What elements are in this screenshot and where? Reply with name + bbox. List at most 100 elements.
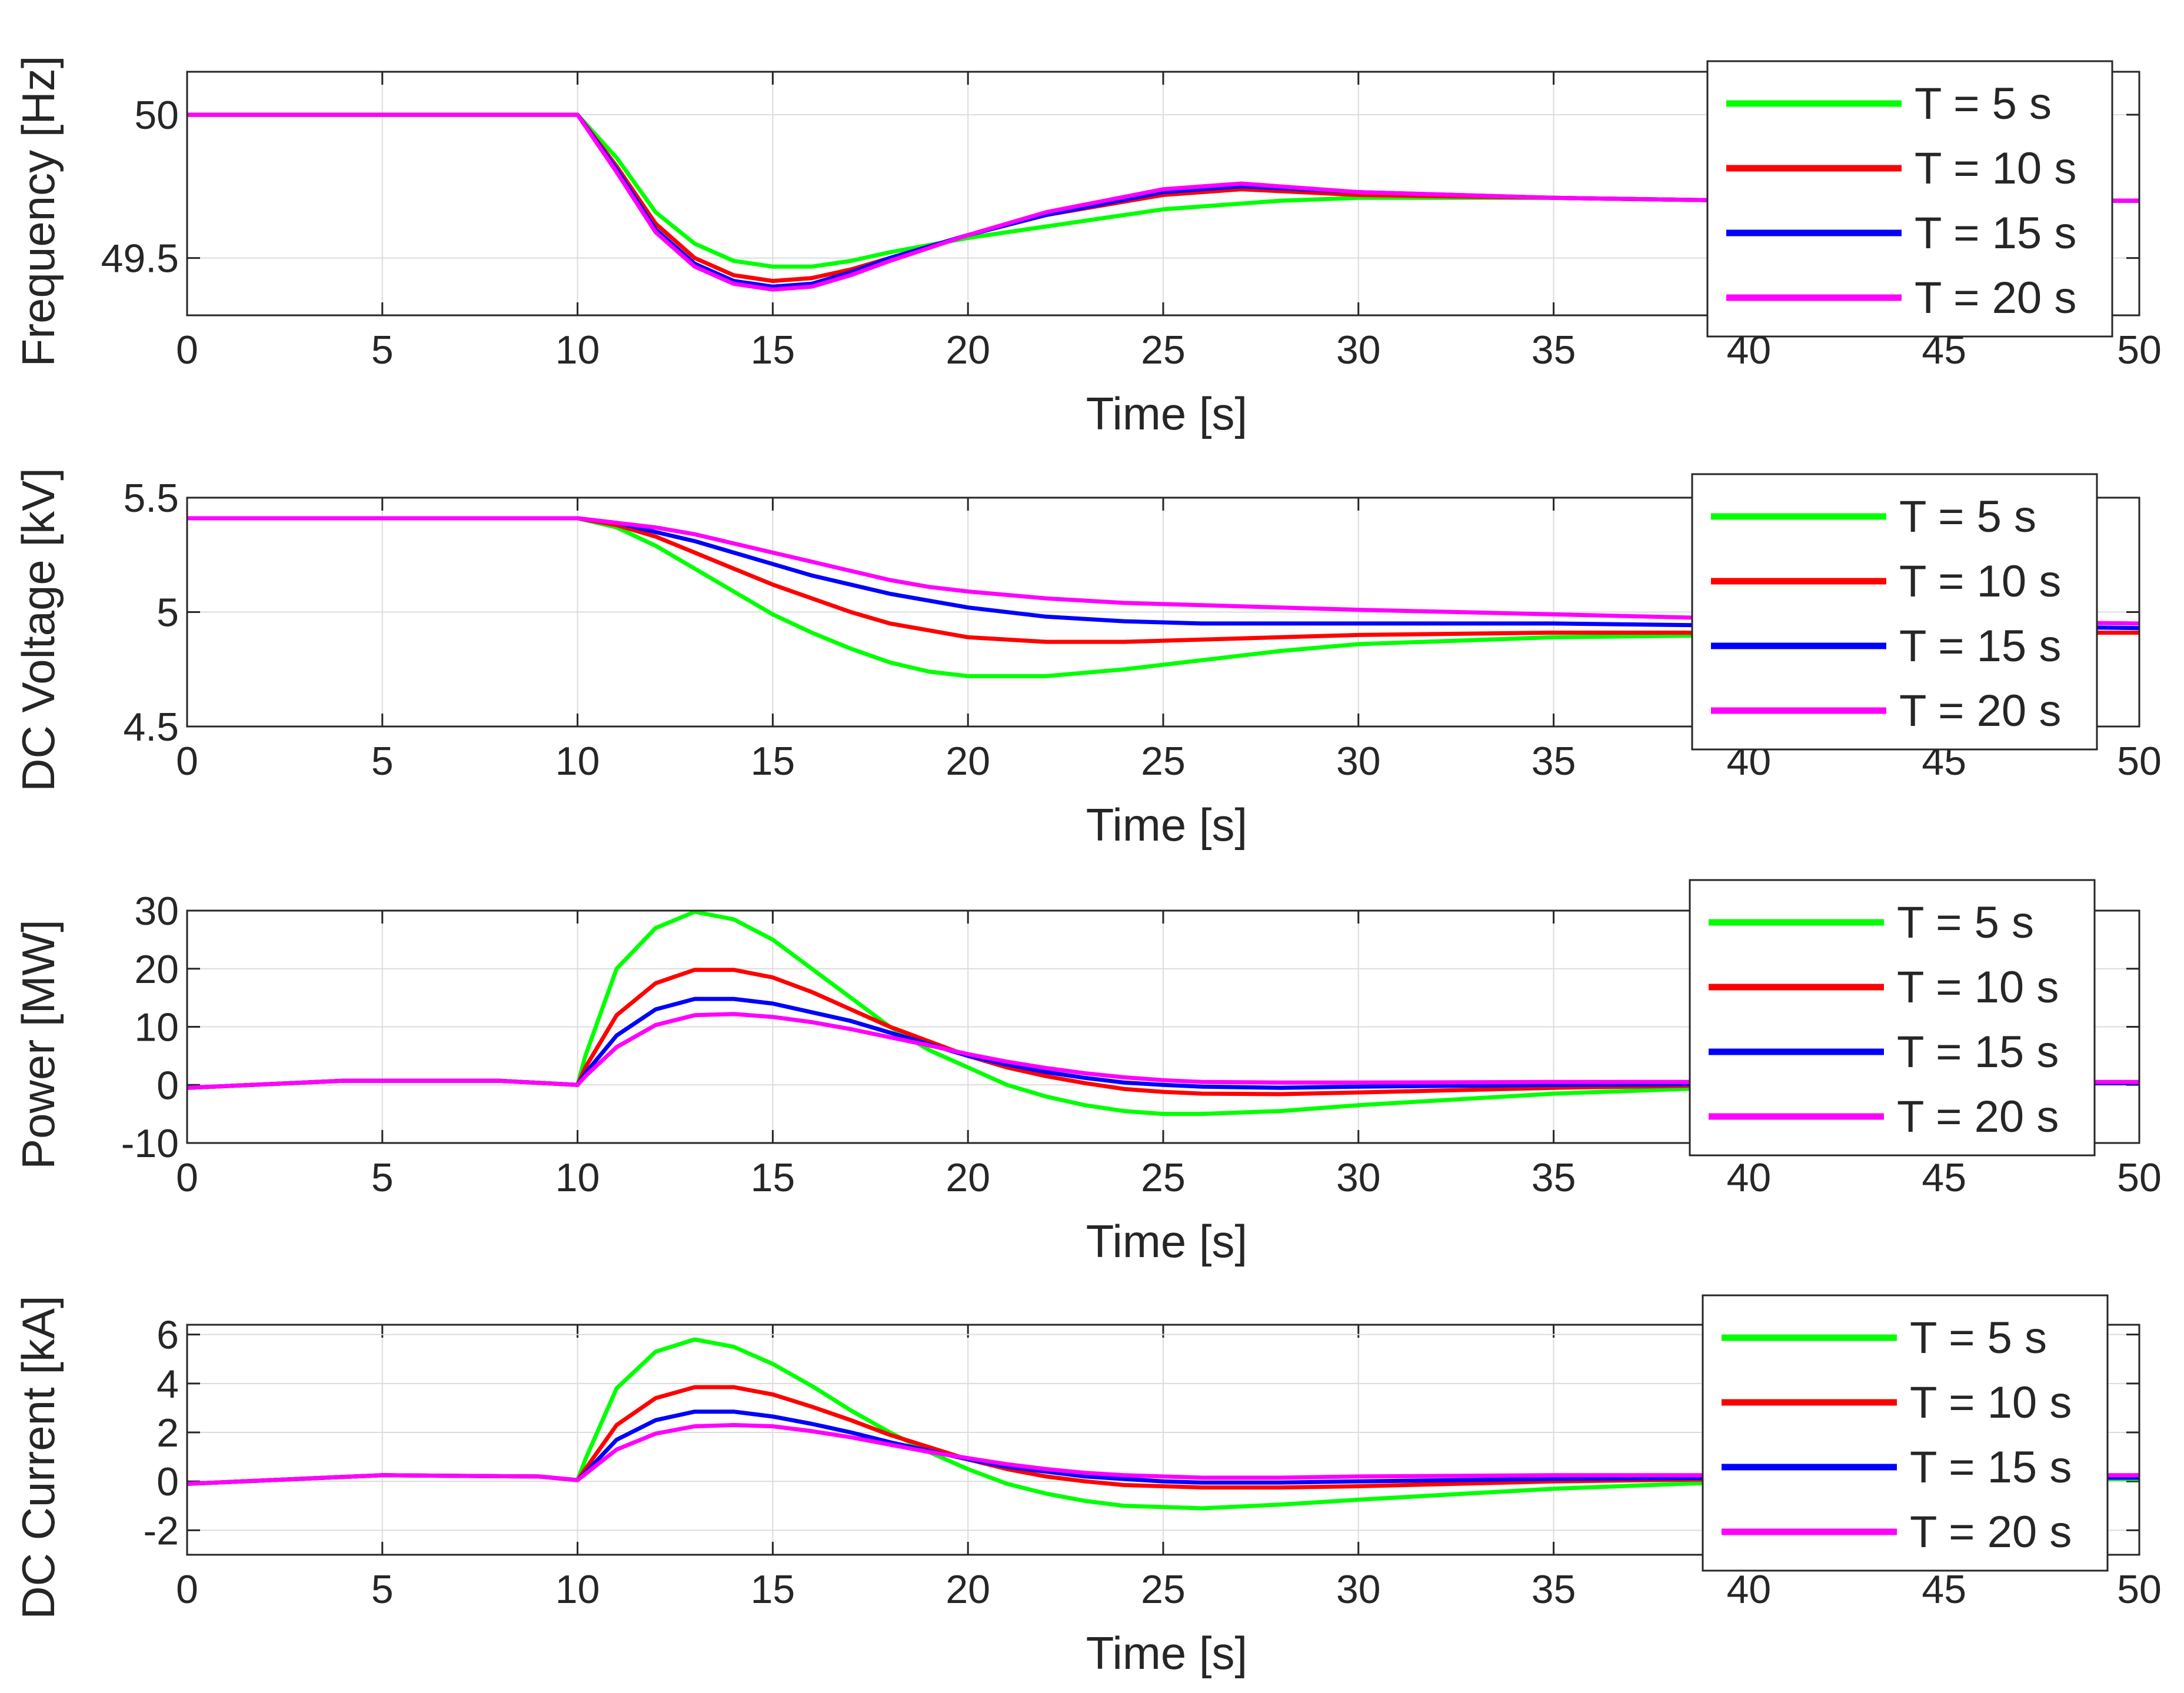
x-axis-label: Time [s]	[1086, 1627, 1247, 1679]
x-tick-label: 45	[1922, 1155, 1966, 1200]
series-line-t-20-s	[187, 516, 2139, 626]
series-line-t-15-s	[187, 516, 2139, 631]
x-tick-label: 25	[1141, 739, 1186, 784]
series-group	[187, 112, 2139, 292]
x-tick-label: 40	[1727, 1155, 1772, 1200]
legend-box	[1706, 60, 2113, 338]
y-axis-label: DC Current [kA]	[12, 1295, 64, 1619]
y-tick-label: 49.5	[101, 236, 179, 281]
y-tick-label: 30	[134, 889, 179, 934]
legend-entry-label: T = 5 s	[1910, 1313, 2047, 1363]
legend-entry-label: T = 15 s	[1915, 208, 2076, 258]
y-tick-label: 4	[157, 1362, 179, 1407]
series-line-t-5-s	[187, 911, 2139, 1117]
x-tick-label: 10	[555, 739, 600, 784]
legend-entry-label: T = 10 s	[1897, 962, 2059, 1012]
legend-entry-label: T = 10 s	[1899, 556, 2061, 606]
x-tick-label: 20	[945, 1155, 990, 1200]
x-tick-label: 50	[2117, 739, 2162, 784]
x-tick-label: 15	[751, 1567, 795, 1612]
axes-box	[186, 909, 2140, 1144]
x-tick-label: 5	[371, 1155, 394, 1200]
x-tick-label: 50	[2117, 1567, 2162, 1612]
x-tick-label: 50	[2117, 328, 2162, 372]
y-tick-label: -2	[144, 1508, 179, 1553]
series-line-t-5-s	[187, 516, 2139, 678]
x-tick-label: 15	[751, 328, 795, 372]
x-tick-label: 25	[1141, 328, 1186, 372]
x-tick-label: 30	[1336, 1155, 1381, 1200]
x-axis-label: Time [s]	[1086, 1215, 1247, 1267]
x-tick-label: 20	[945, 328, 990, 372]
legend: T = 5 s T = 10 s T = 15 s T = 20 s	[1691, 473, 2098, 751]
series-group	[187, 516, 2139, 678]
x-tick-label: 40	[1727, 1567, 1772, 1612]
x-tick-label: 10	[555, 328, 600, 372]
x-tick-label: 50	[2117, 1155, 2162, 1200]
x-tick-label: 10	[555, 1567, 600, 1612]
x-tick-label: 20	[945, 1567, 990, 1612]
legend-entry-label: T = 10 s	[1915, 144, 2076, 194]
legend-entry-label: T = 10 s	[1910, 1378, 2072, 1428]
series-line-t-20-s	[187, 1012, 2139, 1090]
x-tick-label: 5	[371, 328, 394, 372]
series-group	[187, 1337, 2139, 1511]
legend-entry-label: T = 20 s	[1915, 273, 2076, 323]
series-line-t-20-s	[187, 1423, 2139, 1486]
x-tick-label: 25	[1141, 1567, 1186, 1612]
y-tick-label: 4.5	[123, 705, 179, 749]
x-axis-label: Time [s]	[1086, 388, 1247, 439]
x-tick-label: 0	[176, 328, 198, 372]
series-line-t-10-s	[187, 516, 2139, 644]
series-line-t-20-s	[187, 112, 2139, 292]
x-tick-label: 35	[1532, 1567, 1576, 1612]
y-tick-label: 10	[134, 1005, 179, 1050]
series-group	[187, 911, 2139, 1117]
y-tick-label: 2	[157, 1411, 179, 1455]
x-tick-label: 5	[371, 1567, 394, 1612]
legend-box	[1689, 879, 2096, 1157]
legend-entry-label: T = 20 s	[1899, 686, 2061, 736]
y-axis-label: Power [MW]	[12, 919, 64, 1169]
y-tick-label: 50	[134, 93, 179, 138]
y-tick-label: 5	[157, 591, 179, 635]
y-axis-label: DC Voltage [kV]	[12, 468, 64, 792]
axes-box	[186, 496, 2140, 728]
legend-entry-label: T = 5 s	[1915, 79, 2052, 129]
x-tick-label: 35	[1532, 1155, 1576, 1200]
x-tick-label: 30	[1336, 1567, 1381, 1612]
y-tick-label: 5.5	[123, 476, 179, 521]
x-tick-label: 0	[176, 1567, 198, 1612]
axes-box	[186, 71, 2140, 316]
y-axis-label: Frequency [Hz]	[12, 56, 64, 367]
legend-entry-label: T = 20 s	[1897, 1092, 2059, 1142]
y-tick-label: 20	[134, 947, 179, 992]
y-tick-label: 0	[157, 1063, 179, 1108]
legend-box	[1691, 473, 2098, 751]
legend-entry-label: T = 15 s	[1897, 1027, 2059, 1077]
legend-entry-label: T = 20 s	[1910, 1507, 2072, 1557]
legend-entry-label: T = 15 s	[1899, 621, 2061, 671]
x-tick-label: 35	[1532, 328, 1576, 372]
x-axis-label: Time [s]	[1086, 799, 1247, 851]
x-tick-label: 0	[176, 739, 198, 784]
legend-entry-label: T = 5 s	[1899, 492, 2036, 542]
x-tick-label: 15	[751, 739, 795, 784]
legend-entry-label: T = 5 s	[1897, 898, 2034, 948]
x-tick-label: 20	[945, 739, 990, 784]
legend: T = 5 s T = 10 s T = 15 s T = 20 s	[1702, 1294, 2109, 1572]
legend: T = 5 s T = 10 s T = 15 s T = 20 s	[1706, 60, 2113, 338]
x-tick-label: 10	[555, 1155, 600, 1200]
y-tick-label: -10	[121, 1121, 179, 1166]
axes-box	[186, 1324, 2140, 1556]
x-tick-label: 30	[1336, 739, 1381, 784]
y-tick-label: 0	[157, 1459, 179, 1504]
x-tick-label: 35	[1532, 739, 1576, 784]
y-tick-label: 6	[157, 1313, 179, 1358]
x-tick-label: 45	[1922, 1567, 1966, 1612]
x-tick-label: 25	[1141, 1155, 1186, 1200]
